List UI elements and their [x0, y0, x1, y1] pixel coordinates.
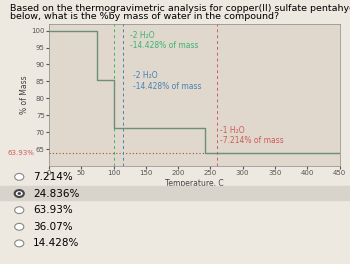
Text: -2 H₂O
-14.428% of mass: -2 H₂O -14.428% of mass	[130, 31, 198, 50]
Text: -1 H₂O
-7.214% of mass: -1 H₂O -7.214% of mass	[220, 126, 284, 145]
Text: below, what is the %by mass of water in the compound?: below, what is the %by mass of water in …	[10, 12, 280, 21]
Text: 63.93%: 63.93%	[8, 150, 35, 156]
Text: 63.93%: 63.93%	[33, 205, 73, 215]
Text: -2 H₂O
-14.428% of mass: -2 H₂O -14.428% of mass	[133, 71, 201, 91]
X-axis label: Temperature, C: Temperature, C	[165, 179, 224, 188]
Text: 14.428%: 14.428%	[33, 238, 80, 248]
Y-axis label: % of Mass: % of Mass	[20, 76, 29, 114]
Text: 7.214%: 7.214%	[33, 172, 73, 182]
Text: 36.07%: 36.07%	[33, 222, 73, 232]
Text: 24.836%: 24.836%	[33, 188, 80, 199]
Text: Based on the thermogravimetric analysis for copper(II) sulfate pentahydrate show: Based on the thermogravimetric analysis …	[10, 4, 350, 13]
